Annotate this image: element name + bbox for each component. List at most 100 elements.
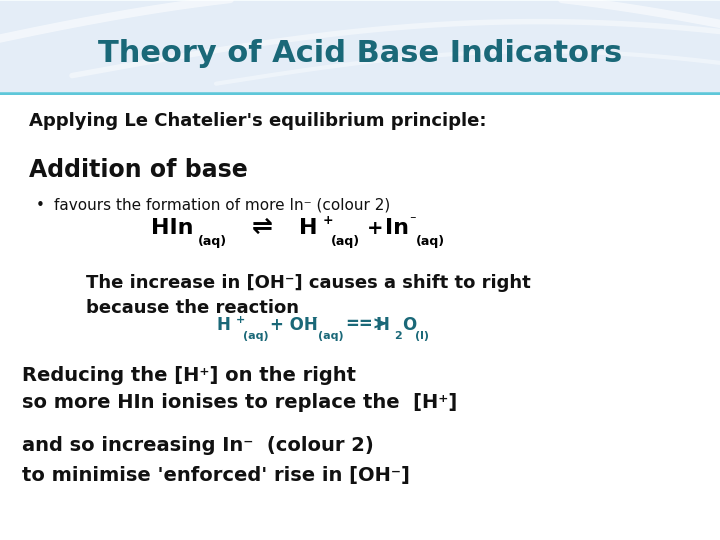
- Text: Theory of Acid Base Indicators: Theory of Acid Base Indicators: [98, 39, 622, 69]
- Bar: [0, 52, 720, 92]
- Bar: [0, 77, 720, 92]
- Bar: [0, 68, 720, 92]
- Text: and so increasing In⁻  (colour 2): and so increasing In⁻ (colour 2): [22, 436, 374, 455]
- Bar: [0, 32, 720, 92]
- Text: +: +: [367, 219, 384, 238]
- Text: Reducing the [H⁺] on the right: Reducing the [H⁺] on the right: [22, 366, 356, 385]
- Text: Addition of base: Addition of base: [29, 158, 248, 182]
- Bar: [0, 62, 720, 92]
- Bar: [0, 93, 720, 94]
- Bar: [0, 26, 720, 92]
- Bar: [0, 45, 720, 92]
- Text: (aq): (aq): [198, 235, 227, 248]
- Bar: [0, 91, 720, 93]
- Bar: [0, 94, 720, 540]
- Bar: [0, 44, 720, 92]
- Text: O: O: [402, 316, 416, 334]
- Text: to minimise 'enforced' rise in [OH⁻]: to minimise 'enforced' rise in [OH⁻]: [22, 465, 410, 485]
- Bar: [0, 14, 720, 92]
- Bar: [0, 86, 720, 93]
- Text: (l): (l): [415, 331, 429, 341]
- Text: H: H: [299, 218, 318, 238]
- Bar: [0, 34, 720, 92]
- Text: ⁻: ⁻: [311, 315, 317, 325]
- Text: H: H: [216, 316, 230, 334]
- Bar: [0, 18, 720, 92]
- Text: (aq): (aq): [331, 235, 360, 248]
- Bar: [0, 50, 720, 92]
- Bar: [0, 43, 720, 92]
- Bar: [0, 6, 720, 92]
- Bar: [0, 87, 720, 93]
- Bar: [0, 37, 720, 92]
- Bar: [0, 75, 720, 92]
- Bar: [0, 33, 720, 92]
- Text: because the reaction: because the reaction: [86, 299, 300, 317]
- Bar: [0, 1, 720, 92]
- Bar: [0, 65, 720, 92]
- Bar: [0, 78, 720, 92]
- Bar: [0, 90, 720, 93]
- Bar: [0, 66, 720, 92]
- Bar: [0, 5, 720, 92]
- Bar: [0, 12, 720, 92]
- Text: 2: 2: [394, 331, 402, 341]
- Bar: [0, 85, 720, 93]
- Bar: [0, 58, 720, 92]
- Bar: [0, 42, 720, 92]
- Text: +: +: [236, 315, 246, 325]
- Bar: [0, 84, 720, 93]
- Text: In: In: [385, 218, 409, 238]
- Bar: [0, 89, 720, 93]
- Bar: [0, 24, 720, 92]
- Bar: [0, 71, 720, 92]
- Bar: [0, 7, 720, 92]
- Bar: [0, 36, 720, 92]
- Text: ⇌: ⇌: [252, 215, 273, 239]
- Bar: [0, 49, 720, 92]
- Bar: [0, 15, 720, 92]
- Bar: [0, 80, 720, 92]
- Bar: [0, 46, 720, 92]
- Bar: [0, 79, 720, 92]
- Bar: [0, 29, 720, 92]
- Bar: [0, 39, 720, 92]
- Text: +: +: [323, 214, 333, 227]
- Bar: [0, 11, 720, 92]
- Bar: [0, 76, 720, 92]
- Bar: [0, 83, 720, 93]
- Text: The increase in [OH⁻] causes a shift to right: The increase in [OH⁻] causes a shift to …: [86, 274, 531, 293]
- Bar: [0, 57, 720, 92]
- Text: Applying Le Chatelier's equilibrium principle:: Applying Le Chatelier's equilibrium prin…: [29, 112, 486, 131]
- Text: ==>: ==>: [346, 316, 387, 334]
- Bar: [0, 10, 720, 92]
- Text: favours the formation of more In⁻ (colour 2): favours the formation of more In⁻ (colou…: [54, 198, 390, 213]
- Text: •: •: [36, 198, 45, 213]
- Text: ⁻: ⁻: [409, 214, 415, 227]
- Bar: [0, 82, 720, 93]
- Bar: [0, 31, 720, 92]
- Text: (aq): (aq): [243, 331, 269, 341]
- Bar: [0, 63, 720, 92]
- Bar: [0, 30, 720, 92]
- Bar: [0, 92, 720, 93]
- Bar: [0, 51, 720, 92]
- Text: (aq): (aq): [318, 331, 344, 341]
- Bar: [0, 72, 720, 92]
- Text: so more HIn ionises to replace the  [H⁺]: so more HIn ionises to replace the [H⁺]: [22, 393, 457, 412]
- Bar: [0, 17, 720, 92]
- Bar: [0, 64, 720, 92]
- Bar: [0, 40, 720, 92]
- Text: + OH: + OH: [270, 316, 318, 334]
- Bar: [0, 25, 720, 92]
- Bar: [0, 38, 720, 92]
- Bar: [0, 23, 720, 92]
- Text: H: H: [376, 316, 390, 334]
- Bar: [0, 20, 720, 92]
- Bar: [0, 21, 720, 92]
- Bar: [0, 56, 720, 92]
- Bar: [0, 19, 720, 92]
- Bar: [0, 69, 720, 92]
- Bar: [0, 4, 720, 92]
- Bar: [0, 27, 720, 92]
